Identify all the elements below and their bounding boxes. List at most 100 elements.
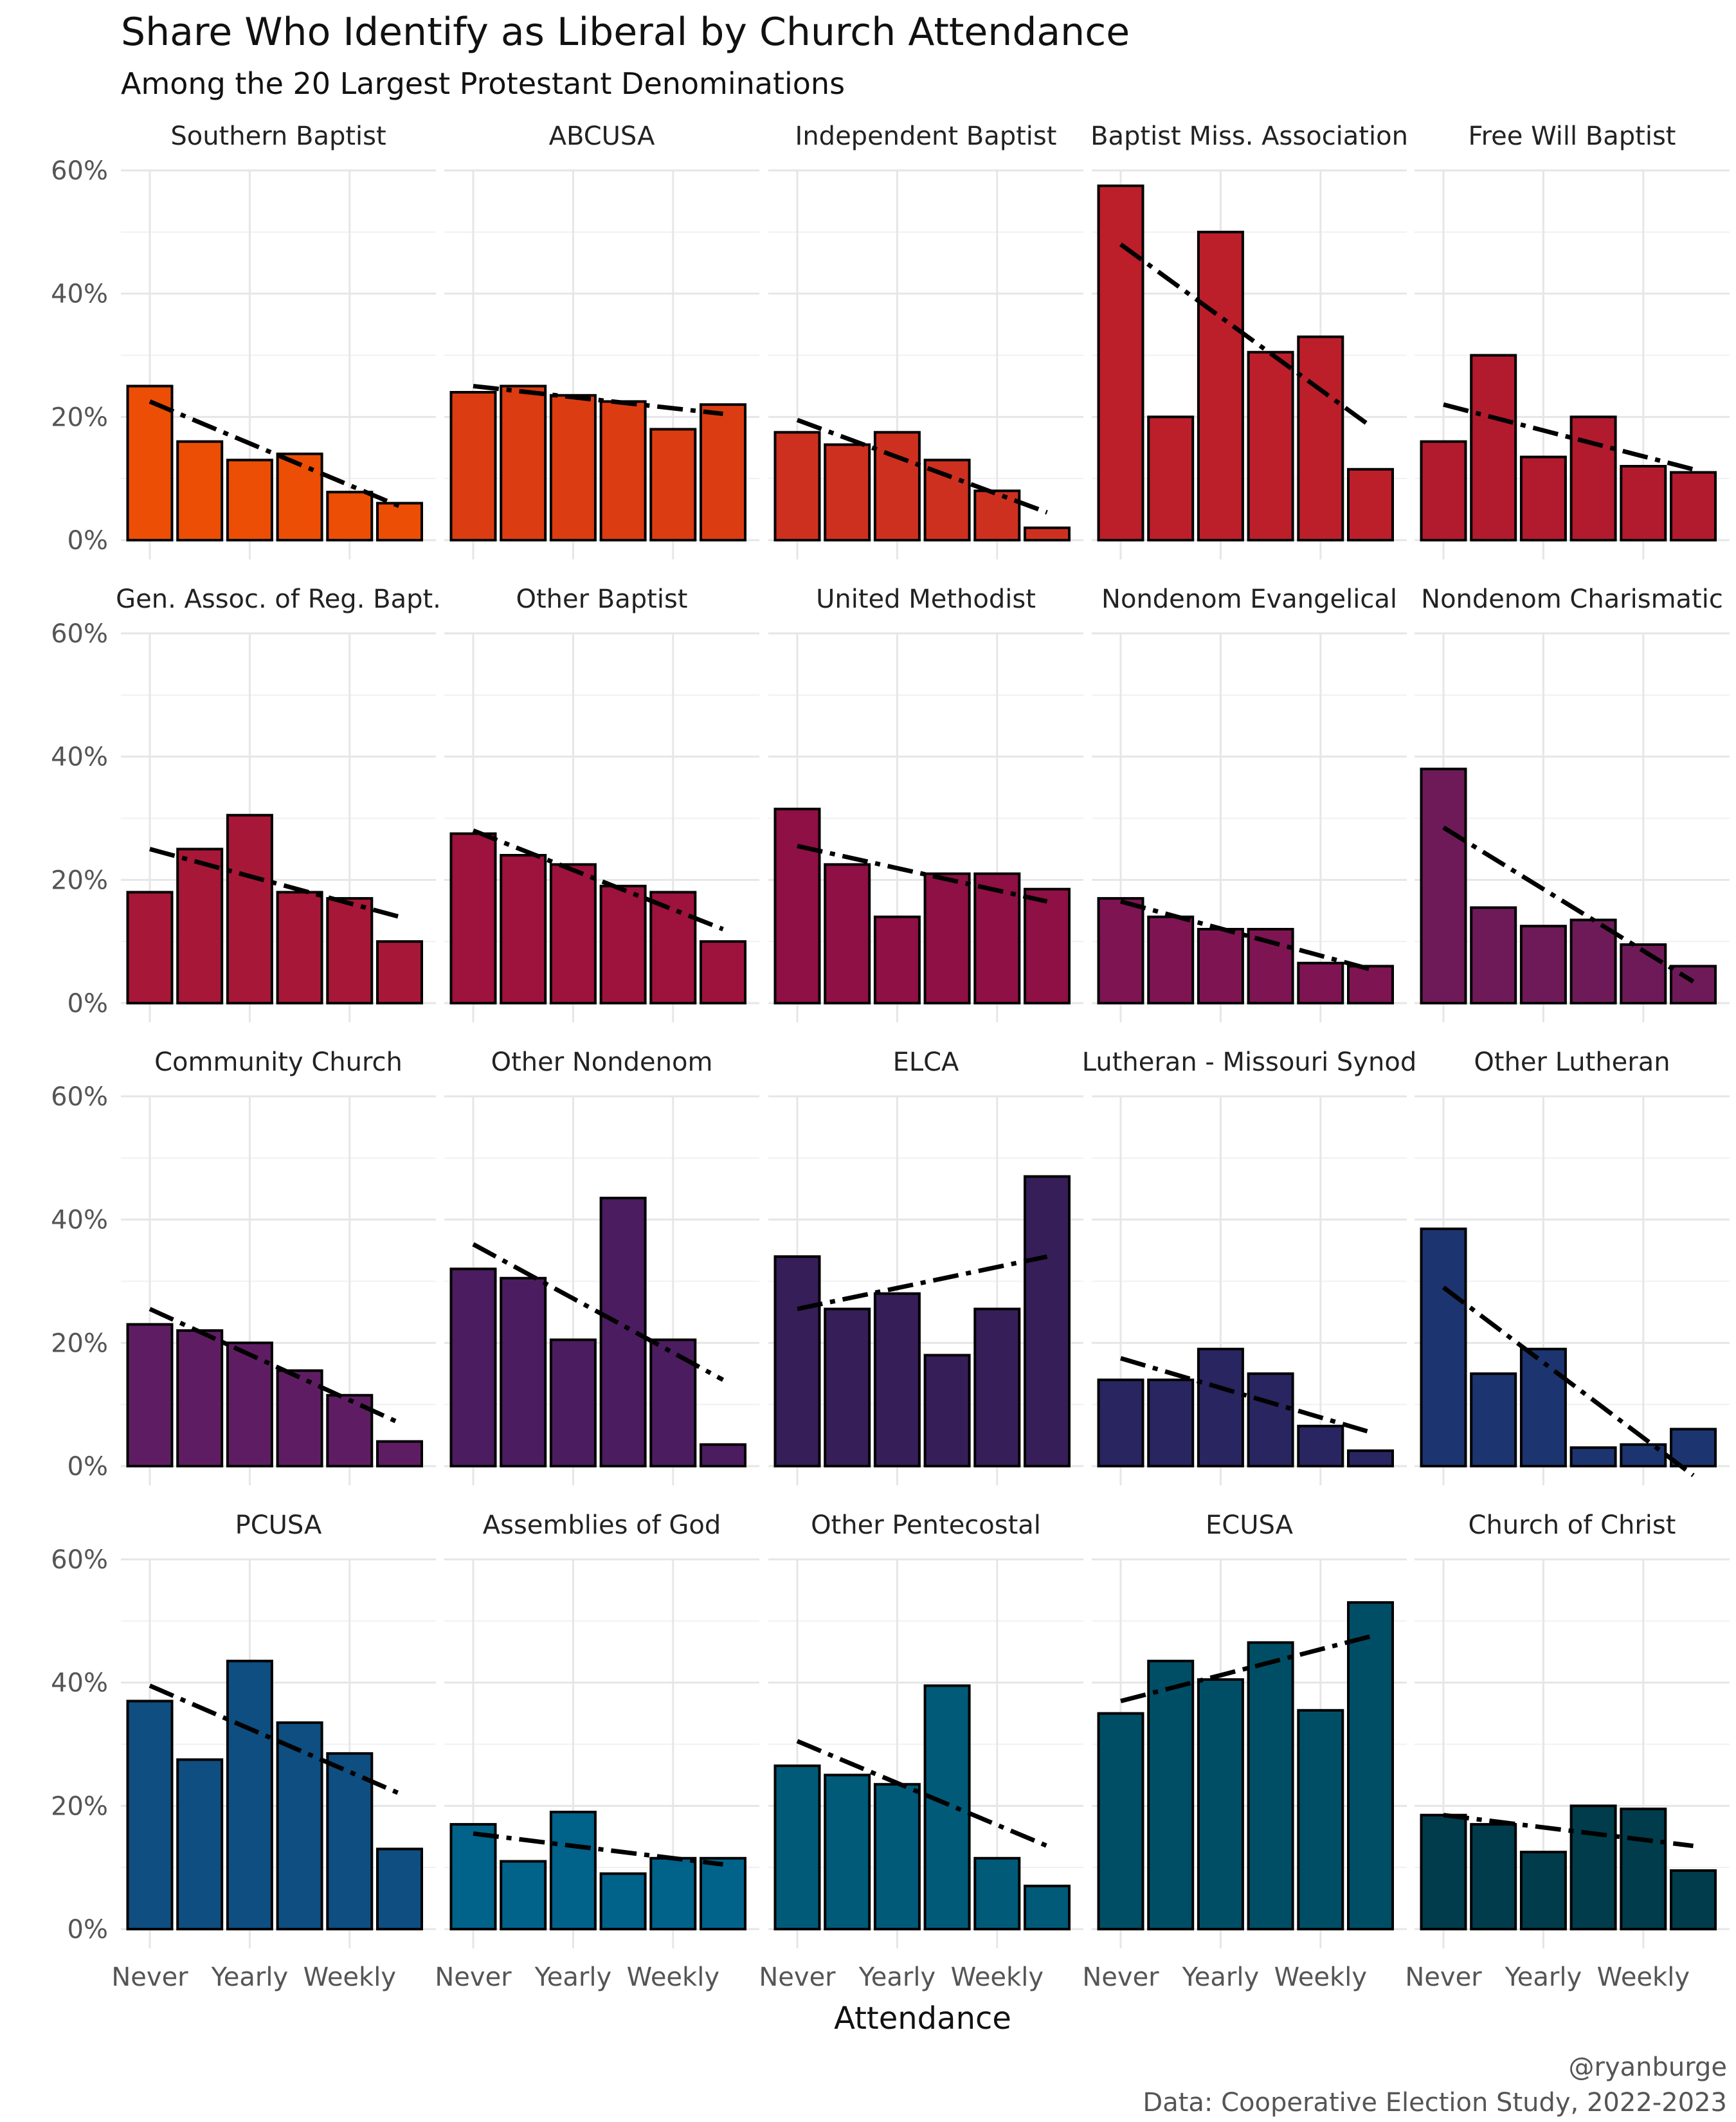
bar <box>449 832 497 1005</box>
trend-line <box>1442 825 1695 984</box>
bar <box>326 491 374 541</box>
facet-panel: Other Nondenom <box>444 1047 759 1485</box>
trend-line <box>1442 1285 1695 1478</box>
bar <box>326 1752 374 1930</box>
bar <box>376 940 423 1004</box>
bar <box>1519 925 1567 1005</box>
caption-handle: @ryanburge <box>1569 2053 1727 2082</box>
bar <box>973 489 1021 541</box>
facet-panel: Nondenom Evangelical <box>1092 585 1407 1022</box>
bar <box>923 458 971 542</box>
y-tick-label: 0% <box>68 1452 108 1482</box>
bar <box>176 848 224 1004</box>
bar <box>1147 1660 1195 1930</box>
bar <box>1519 455 1567 541</box>
bar <box>126 385 174 542</box>
bar <box>1420 1228 1467 1467</box>
caption-source: Data: Cooperative Election Study, 2022-2… <box>1143 2088 1727 2117</box>
bar <box>824 1307 871 1467</box>
y-tick-label: 0% <box>68 989 108 1019</box>
bar <box>1569 1446 1617 1467</box>
bar <box>1569 1804 1617 1930</box>
bar <box>1420 440 1467 542</box>
bar <box>700 403 746 542</box>
bar <box>1097 1378 1144 1467</box>
bar <box>1297 1709 1344 1931</box>
bar <box>376 1440 423 1468</box>
y-tick-label: 0% <box>68 526 108 556</box>
facet-label: Nondenom Charismatic <box>1421 585 1723 614</box>
bar <box>649 1856 697 1931</box>
trend-line <box>472 1242 725 1382</box>
facet-panel: United Methodist <box>768 585 1083 1022</box>
y-tick-label: 60% <box>51 156 108 186</box>
trend-line <box>1120 1634 1371 1703</box>
bar <box>1024 887 1071 1005</box>
facet-label: Nondenom Evangelical <box>1101 585 1397 614</box>
y-tick-label: 60% <box>51 1545 108 1575</box>
bar <box>126 1700 174 1931</box>
bar <box>1197 1347 1244 1468</box>
facet-label: United Methodist <box>816 585 1036 614</box>
facet-panel: Independent Baptist <box>768 122 1083 559</box>
bar <box>1569 415 1617 541</box>
y-tick-label: 40% <box>51 743 108 772</box>
facet-label: ECUSA <box>1206 1510 1294 1540</box>
bar <box>1470 1372 1517 1467</box>
facet-panel: Other Pentecostal Never Yearly Weekly <box>759 1510 1083 1992</box>
bar <box>176 440 224 542</box>
chart-title: Share Who Identify as Liberal by Church … <box>121 10 1130 55</box>
y-tick-label: 40% <box>51 280 108 309</box>
bar <box>326 897 374 1005</box>
x-tick-label: Never <box>111 1963 188 1992</box>
facet-label: PCUSA <box>235 1510 322 1540</box>
bar <box>773 808 821 1004</box>
bar <box>176 1329 224 1468</box>
facet-label: Free Will Baptist <box>1469 122 1676 151</box>
bar <box>1247 350 1294 541</box>
x-tick-label: Yearly <box>1182 1963 1259 1992</box>
bar <box>824 863 871 1004</box>
facet-panel: Other Baptist <box>444 585 759 1022</box>
y-tick-label: 20% <box>51 403 108 432</box>
trend-line <box>1443 1813 1694 1849</box>
trend-line <box>473 383 723 417</box>
x-tick-label: Never <box>435 1963 512 1992</box>
trend-line <box>1119 242 1372 428</box>
bar <box>1620 465 1667 541</box>
bar <box>1147 415 1195 541</box>
bar <box>500 1276 547 1468</box>
bar <box>376 502 423 541</box>
bar <box>549 1338 597 1468</box>
bar <box>649 428 697 541</box>
trend-line <box>1443 402 1694 472</box>
bar <box>1247 1641 1294 1930</box>
x-tick-label: Weekly <box>951 1963 1044 1992</box>
x-tick-label: Yearly <box>211 1963 288 1992</box>
bar <box>824 1773 871 1931</box>
x-tick-label: Weekly <box>1274 1963 1367 1992</box>
bar <box>449 1823 497 1930</box>
trend-line <box>797 844 1048 904</box>
trend-line <box>797 1254 1048 1312</box>
facet-panel: Assemblies of God Never Yearly Weekly <box>435 1510 759 1992</box>
facet-panel: Community Church 0% 20% 40% 60% <box>51 1047 436 1485</box>
bar <box>1297 335 1344 541</box>
bar <box>276 1369 323 1467</box>
facet-panel: ECUSA Never Yearly Weekly <box>1082 1510 1407 1992</box>
bar <box>376 1847 423 1931</box>
bar <box>1519 1347 1567 1468</box>
bar <box>1024 1884 1071 1931</box>
bar <box>276 452 323 541</box>
facet-panel: ABCUSA <box>444 122 759 559</box>
facet-label: Community Church <box>154 1047 402 1077</box>
bar <box>923 1354 971 1467</box>
bar <box>500 385 547 542</box>
bar <box>449 391 497 541</box>
bar <box>973 1856 1021 1931</box>
bar <box>923 872 971 1004</box>
bar <box>1197 928 1244 1004</box>
bar <box>1024 526 1071 541</box>
bar <box>1147 1378 1195 1467</box>
